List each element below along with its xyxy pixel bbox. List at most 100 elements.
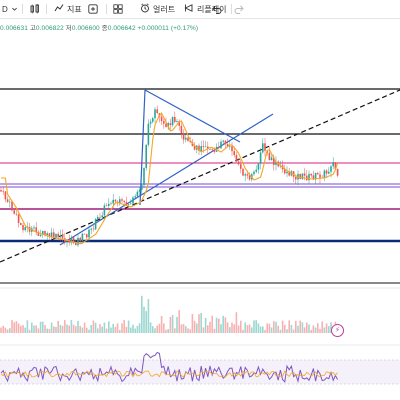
volume-bar [90,325,92,333]
candle-body [182,133,185,140]
candle-body [284,169,286,174]
candle-body [99,216,101,218]
candle-body [213,149,216,152]
candle-body [88,229,90,238]
candle-body [253,171,255,175]
volume-bar [292,329,295,333]
volume-bar [299,320,301,333]
volume-bar [178,310,180,333]
candle-body [308,173,310,181]
volume-bar [200,312,202,333]
candle-body [224,140,227,144]
alert-label: 얼러트 [153,4,176,14]
triangle-upper-line [144,89,241,143]
compare-icon[interactable] [88,2,98,16]
candle-body [22,225,24,231]
ohlc-high-prefix: 고 [29,25,36,32]
candle-body [48,233,51,237]
candle-body [180,125,183,134]
volume-bar [297,325,299,333]
volume-bar [207,325,209,333]
candle-body [4,191,7,200]
candle-body [97,216,99,220]
volume-bar [180,324,183,333]
volume-bar [301,322,304,333]
volume-bar [11,320,13,333]
volume-bar [264,329,266,333]
candle-body [286,171,288,174]
candle-body [268,152,271,161]
volume-bar [262,326,264,333]
volume-bar [39,321,42,333]
candle-body [152,118,154,122]
alert-marker-icon[interactable]: ⚡ [331,324,344,337]
candle-body [15,213,18,215]
layout-icon[interactable] [113,2,123,16]
volume-bar [174,328,176,333]
candle-body [174,116,176,122]
volume-bar [105,328,108,333]
volume-bar [42,321,44,333]
candle-body [204,146,207,148]
volume-bar [4,327,7,333]
redo-icon[interactable] [234,2,244,16]
candle-body [37,231,40,236]
candle-body [147,123,150,145]
chart-type-icon[interactable] [30,2,40,16]
candle-body [103,205,106,216]
candle-body [101,215,103,218]
volume-bar [130,327,132,333]
volume-bar [226,322,229,333]
indicators-button[interactable]: 지표 [54,2,82,16]
volume-bar [68,325,70,333]
interval-selector[interactable]: D [2,2,8,16]
candle-body [303,173,306,176]
candle-body [20,223,22,226]
candle-body [132,197,134,204]
triangle-side-line [139,89,146,206]
volume-bar [134,328,136,333]
volume-bar [288,320,290,333]
volume-bar [319,328,321,333]
candle-body [119,199,121,204]
volume-bar [103,322,106,333]
volume-bar [213,328,216,333]
candle-body [226,143,229,147]
ohlc-change-pct: (+0.17%) [170,25,199,32]
candle-body [330,166,332,172]
volume-bar [211,315,213,333]
volume-bar [138,323,141,333]
undo-icon[interactable] [212,2,222,16]
candle-body [211,149,213,150]
candle-body [209,149,211,150]
candle-body [11,201,13,211]
candle-body [187,137,189,141]
candle-body [273,157,275,165]
volume-bar [35,325,37,333]
volume-bar [145,311,147,333]
volume-bar [290,324,293,333]
volume-bar [33,325,35,333]
candle-body [169,123,172,126]
candle-body [6,199,9,202]
ohlc-close-prefix: 종 [101,25,108,32]
volume-bar [251,327,253,333]
volume-bar [253,320,255,333]
chevron-down-icon[interactable] [11,2,18,16]
volume-bar [266,323,268,333]
candle-body [145,144,147,168]
candle-body [193,146,196,150]
candle-body [167,123,169,128]
alert-button[interactable]: 얼러트 [140,2,175,16]
volume-bar [233,324,235,333]
candle-body [138,189,141,192]
candle-body [81,233,84,242]
candle-body [53,232,55,239]
candle-body [13,210,15,214]
candle-body [235,154,238,162]
volume-bar [191,313,194,333]
volume-bar [66,324,68,333]
candle-body [70,237,73,243]
replay-button[interactable]: 리플레이 [184,2,226,16]
